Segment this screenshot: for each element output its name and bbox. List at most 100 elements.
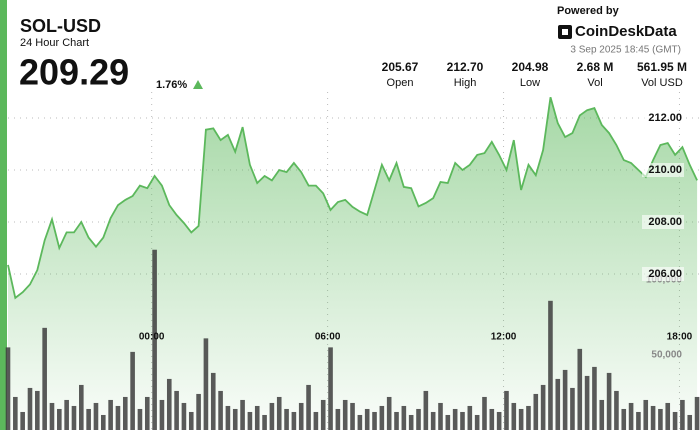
volume-bar bbox=[57, 408, 62, 430]
volume-bar bbox=[152, 249, 157, 430]
volume-bar bbox=[386, 396, 392, 430]
volume-bar bbox=[93, 402, 99, 430]
volume-bar bbox=[467, 405, 473, 430]
volume-bar bbox=[423, 390, 429, 430]
volume-bar bbox=[144, 396, 150, 430]
y-tick-label: 206.00 bbox=[648, 268, 682, 280]
y-tick-label: 210.00 bbox=[648, 164, 682, 176]
volume-bar bbox=[694, 396, 700, 430]
volume-bar bbox=[240, 399, 245, 430]
volume-bar bbox=[20, 411, 25, 430]
stats: 205.67 Open 212.70 High 204.98 Low 2.68 M Vol 56… bbox=[382, 60, 687, 89]
title: SOL-USD bbox=[20, 16, 101, 36]
stat-value: 2.68 M bbox=[577, 60, 614, 74]
volume-bar bbox=[86, 408, 91, 430]
volume-bar bbox=[342, 399, 348, 430]
volume-bar bbox=[27, 387, 33, 430]
volume-bar bbox=[489, 408, 495, 430]
volume-bar bbox=[474, 414, 480, 430]
volume-bar bbox=[188, 411, 194, 430]
volume-bar bbox=[350, 402, 355, 430]
volume-bar bbox=[592, 366, 597, 430]
volume-bar bbox=[372, 411, 377, 430]
volume-bar bbox=[71, 405, 77, 430]
volume-bar bbox=[247, 411, 253, 430]
timestamp: 3 Sep 2025 18:45 (GMT) bbox=[570, 45, 681, 56]
volume-bar bbox=[526, 405, 531, 430]
volume-bar bbox=[13, 396, 18, 430]
volume-bar bbox=[203, 338, 209, 430]
volume-bar bbox=[364, 408, 370, 430]
volume-bar bbox=[210, 372, 216, 430]
volume-bar bbox=[100, 414, 106, 430]
volume-bar bbox=[115, 405, 121, 430]
volume-bar bbox=[166, 378, 172, 430]
volume-bar bbox=[64, 399, 69, 430]
plot: 50,000100,000206.00208.00210.00212.0000:… bbox=[5, 92, 700, 430]
volume-bar bbox=[137, 408, 143, 430]
volume-bar bbox=[533, 393, 539, 430]
volume-bar bbox=[452, 408, 458, 430]
volume-bar bbox=[335, 408, 341, 430]
volume-bar bbox=[460, 411, 465, 430]
change: 1.76% bbox=[156, 79, 187, 91]
volume-bar bbox=[672, 411, 678, 430]
volume-bar bbox=[504, 390, 509, 430]
volume-bar bbox=[430, 411, 436, 430]
stat-value: 561.95 M bbox=[637, 60, 687, 74]
x-tick-label: 00:00 bbox=[139, 332, 165, 343]
stat-label: High bbox=[454, 77, 477, 89]
volume-bar bbox=[130, 351, 135, 430]
x-tick-label: 18:00 bbox=[667, 332, 693, 343]
volume-bar bbox=[108, 399, 113, 430]
accent-bar bbox=[0, 0, 7, 430]
volume-bar bbox=[445, 414, 451, 430]
tick-backdrop bbox=[642, 163, 684, 177]
volume-bar bbox=[181, 402, 187, 430]
volume-bar bbox=[482, 396, 487, 430]
volume-bar bbox=[636, 411, 641, 430]
volume-bar bbox=[269, 402, 275, 430]
volume-bar bbox=[225, 405, 231, 430]
volume-bar bbox=[621, 408, 627, 430]
tick-backdrop bbox=[642, 111, 684, 125]
up-arrow bbox=[193, 80, 203, 89]
volume-bar bbox=[555, 378, 561, 430]
volume-bar bbox=[401, 405, 407, 430]
volume-bar bbox=[42, 327, 47, 430]
volume-bar bbox=[496, 411, 502, 430]
volume-bar bbox=[5, 347, 11, 430]
volume-bar bbox=[584, 375, 590, 430]
stat-value: 205.67 bbox=[382, 60, 419, 74]
volume-bar bbox=[298, 402, 304, 430]
volume-bar bbox=[254, 405, 260, 430]
stat-label: Vol USD bbox=[641, 77, 683, 89]
volume-bar bbox=[658, 408, 663, 430]
volume-bar bbox=[562, 369, 568, 430]
x-tick-label: 06:00 bbox=[315, 332, 341, 343]
volume-bar bbox=[122, 396, 128, 430]
volume-bar bbox=[606, 372, 612, 430]
volume-bar bbox=[628, 402, 634, 430]
volume-bar bbox=[540, 384, 546, 430]
x-tick-label: 12:00 bbox=[491, 332, 517, 343]
volume-bar bbox=[284, 408, 289, 430]
volume-bar bbox=[379, 405, 385, 430]
volume-bar bbox=[262, 414, 267, 430]
volume-bar bbox=[159, 399, 165, 430]
volume-bar bbox=[643, 399, 649, 430]
volume-bar bbox=[680, 399, 685, 430]
volume-bar bbox=[438, 402, 443, 430]
logo: CoinDeskData bbox=[575, 23, 677, 40]
volume-bar bbox=[79, 384, 84, 430]
volume-bar bbox=[599, 399, 605, 430]
volume-bar bbox=[518, 408, 524, 430]
tick-backdrop bbox=[642, 215, 684, 229]
volume-bar bbox=[196, 393, 201, 430]
price-line bbox=[7, 96, 698, 300]
volume-bar bbox=[218, 390, 223, 430]
volume-bar bbox=[232, 408, 238, 430]
price: 209.29 bbox=[19, 52, 129, 93]
volume-bar bbox=[320, 399, 326, 430]
